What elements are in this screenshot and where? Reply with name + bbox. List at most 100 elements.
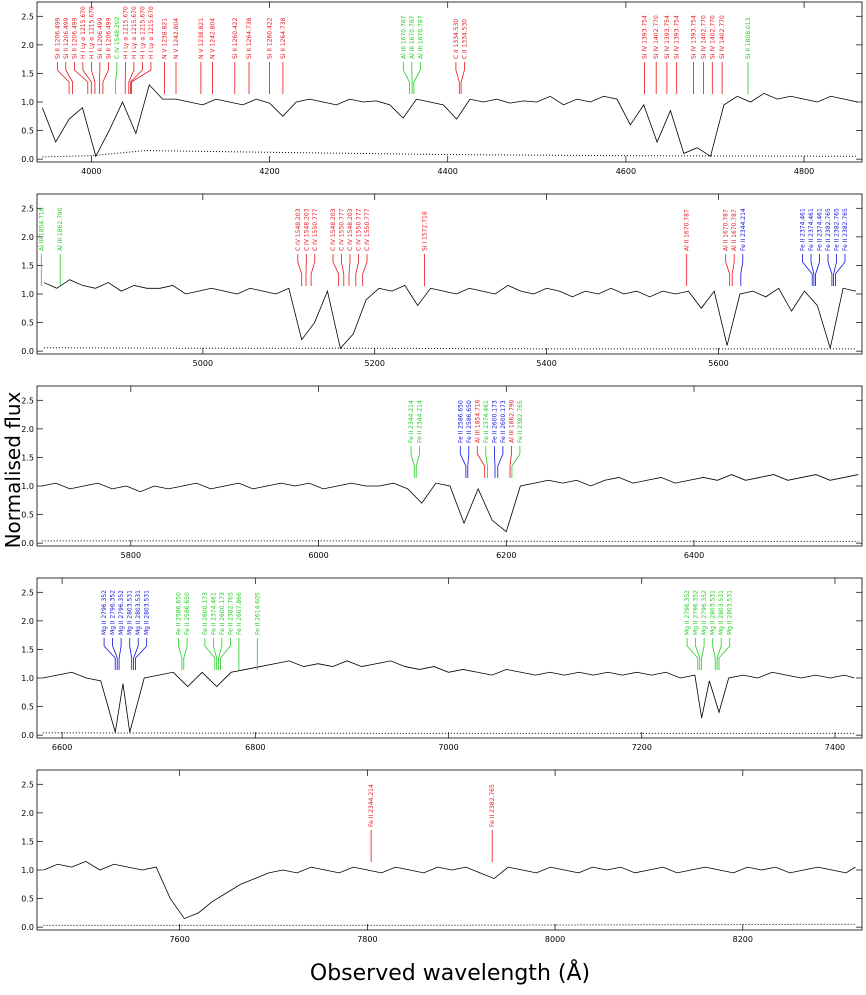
x-tick-label: 6200 xyxy=(496,551,516,560)
line-marker xyxy=(341,254,345,286)
line-marker xyxy=(115,62,118,94)
y-tick-label: 2.0 xyxy=(21,41,34,50)
line-marker xyxy=(716,638,722,670)
line-label: H I Ly α 1215.670 xyxy=(131,6,138,59)
line-marker xyxy=(402,62,410,94)
line-marker xyxy=(362,254,368,286)
line-label: Fe II 2344.214 xyxy=(740,208,747,251)
x-tick-label: 5400 xyxy=(536,359,556,368)
line-marker xyxy=(332,254,340,286)
line-label: C IV 1550.777 xyxy=(312,208,319,251)
panel-frame xyxy=(36,769,863,931)
line-label: Al III 1670.787 xyxy=(400,15,407,59)
line-label: Fe II 2614.605 xyxy=(254,592,261,635)
line-marker xyxy=(835,254,846,286)
line-label: Al III 1862.790 xyxy=(508,399,515,443)
x-tick-label: 7200 xyxy=(632,743,652,752)
line-marker xyxy=(91,62,96,94)
line-label: Fe II 2600.173 xyxy=(202,592,209,635)
y-tick-label: 0.0 xyxy=(21,731,34,740)
line-marker xyxy=(118,638,122,670)
line-label: C II 1334.530 xyxy=(453,19,460,59)
line-marker xyxy=(725,254,731,286)
x-tick-label: 7400 xyxy=(825,743,845,752)
line-marker xyxy=(497,446,504,478)
x-tick-label: 5800 xyxy=(121,551,141,560)
y-tick-label: 1.5 xyxy=(21,453,34,462)
x-tick-label: 8000 xyxy=(545,935,565,944)
line-marker xyxy=(56,62,70,94)
line-marker xyxy=(712,638,716,670)
line-label: Fe II 2607.866 xyxy=(236,592,243,635)
line-marker xyxy=(410,446,415,478)
panel-frame xyxy=(36,193,863,355)
y-tick-label: 0.5 xyxy=(21,127,34,136)
line-label: Fe II 2586.650 xyxy=(457,400,464,443)
x-axis-title: Observed wavelength (Å) xyxy=(310,959,590,986)
line-label: Al II 1670.787 xyxy=(684,209,691,251)
x-tick-label: 7800 xyxy=(357,935,377,944)
y-tick-label: 0.0 xyxy=(21,539,34,548)
line-marker xyxy=(65,62,73,94)
flux-spectrum xyxy=(42,660,855,733)
line-marker xyxy=(695,638,701,670)
line-label: N V 1238.821 xyxy=(161,18,168,59)
line-label: Fe II 2586.650 xyxy=(184,592,191,635)
line-marker xyxy=(455,62,460,94)
line-label: Al II 1670.787 xyxy=(723,209,730,251)
y-tick-label: 1.0 xyxy=(21,482,34,491)
x-tick-label: 6600 xyxy=(52,743,72,752)
y-tick-label: 2.5 xyxy=(21,12,34,21)
line-label: Si II 1264.738 xyxy=(246,17,253,59)
line-marker xyxy=(740,254,744,286)
line-label: Fe II 2600.173 xyxy=(500,400,507,443)
panel-frame xyxy=(36,385,863,547)
error-spectrum xyxy=(42,732,855,734)
line-label: Fe II 2600.173 xyxy=(491,400,498,443)
x-tick-label: 4000 xyxy=(81,167,101,176)
line-label: Mg II 2803.531 xyxy=(718,590,725,635)
x-tick-label: 5000 xyxy=(193,359,213,368)
line-label: Si II 1264.738 xyxy=(280,17,287,59)
line-label: Fe II 2586.650 xyxy=(176,592,183,635)
line-label: Al II 1670.787 xyxy=(731,209,738,251)
y-tick-label: 1.0 xyxy=(21,98,34,107)
flux-spectrum xyxy=(41,84,858,158)
line-label: Si II 1206.499 xyxy=(71,17,78,59)
x-tick-label: 6000 xyxy=(308,551,328,560)
y-tick-label: 2.5 xyxy=(21,780,34,789)
x-tick-label: 7000 xyxy=(438,743,458,752)
line-marker xyxy=(183,638,188,670)
line-label: C IV 1548.202 xyxy=(114,16,121,59)
panel-frame xyxy=(36,1,863,163)
line-marker xyxy=(129,638,133,670)
y-tick-label: 0.0 xyxy=(21,347,34,356)
line-marker xyxy=(310,254,316,286)
line-marker xyxy=(509,446,512,478)
line-label: C IV 1550.777 xyxy=(356,208,363,251)
line-label: Fe II 2374.461 xyxy=(800,208,807,251)
line-label: H I Ly α 1215.670 xyxy=(139,6,146,59)
line-marker xyxy=(348,254,351,286)
line-label: Al III 1854.716 xyxy=(38,207,45,251)
line-label: Mg II 2796.352 xyxy=(693,590,700,635)
y-tick-label: 0.5 xyxy=(21,511,34,520)
line-marker xyxy=(112,638,118,670)
line-marker xyxy=(476,446,486,478)
line-marker xyxy=(493,446,496,478)
line-marker xyxy=(686,638,699,670)
line-marker xyxy=(297,254,303,286)
y-tick-label: 1.0 xyxy=(21,674,34,683)
x-tick-label: 5200 xyxy=(365,359,385,368)
x-tick-label: 4200 xyxy=(259,167,279,176)
line-marker xyxy=(802,254,813,286)
y-tick-label: 1.5 xyxy=(21,261,34,270)
x-tick-label: 7600 xyxy=(169,935,189,944)
flux-spectrum xyxy=(43,279,857,350)
line-marker xyxy=(731,254,735,286)
x-tick-label: 4400 xyxy=(438,167,458,176)
line-marker xyxy=(815,254,820,286)
line-label: Si IV 1402.770 xyxy=(653,15,660,59)
x-tick-label: 8200 xyxy=(733,935,753,944)
